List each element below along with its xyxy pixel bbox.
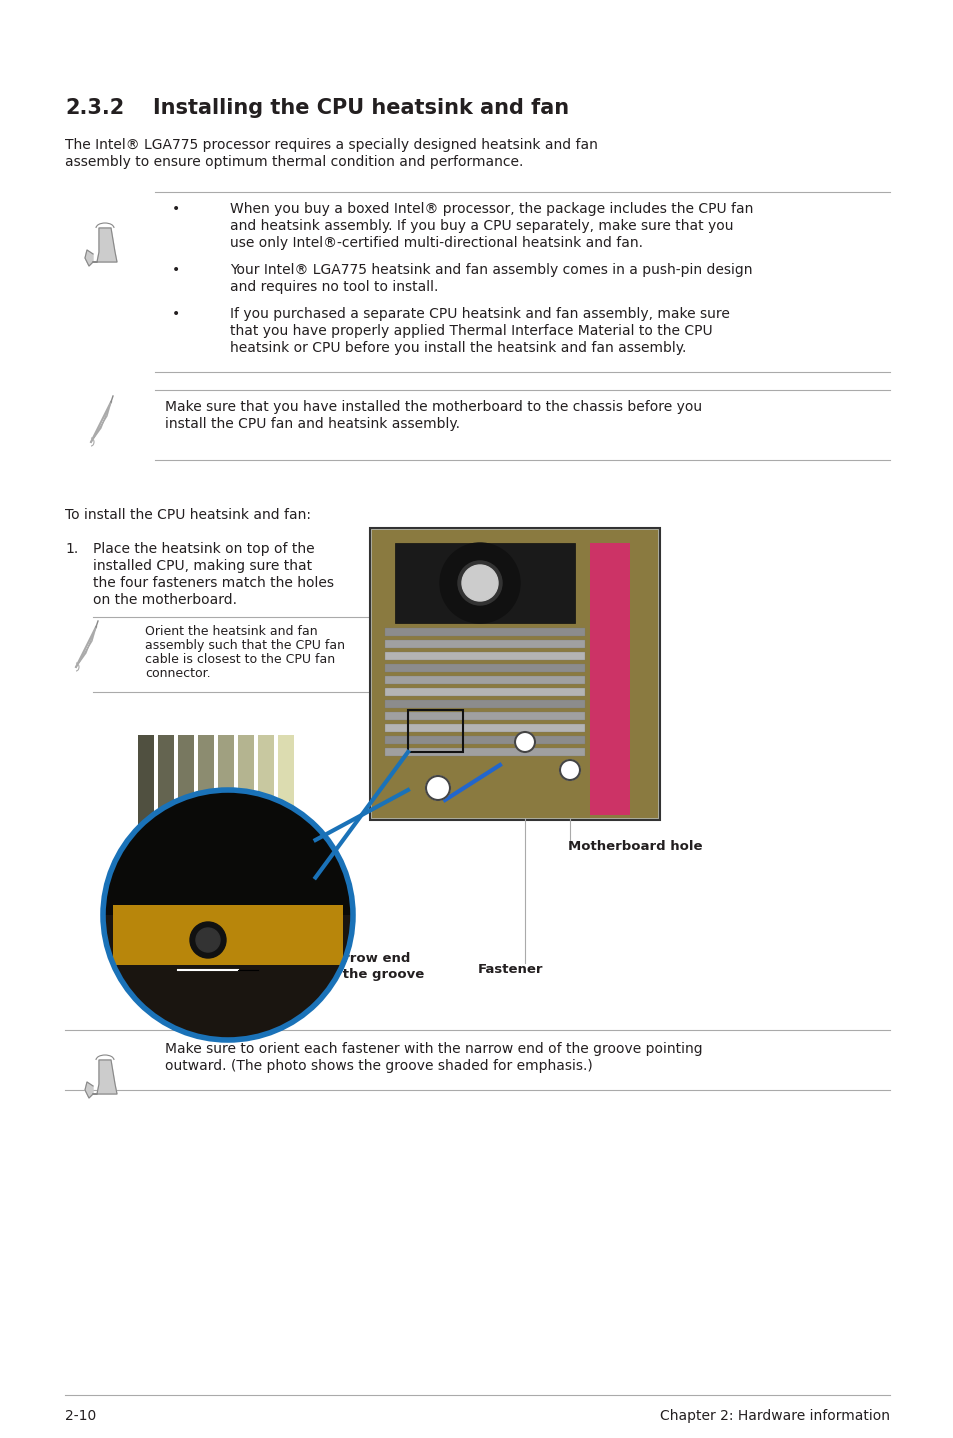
Circle shape xyxy=(195,928,220,952)
Wedge shape xyxy=(103,789,353,915)
Text: Installing the CPU heatsink and fan: Installing the CPU heatsink and fan xyxy=(152,98,569,118)
Circle shape xyxy=(190,922,226,958)
Polygon shape xyxy=(85,250,92,266)
Bar xyxy=(408,710,462,752)
Text: outward. (The photo shows the groove shaded for emphasis.): outward. (The photo shows the groove sha… xyxy=(165,1058,592,1073)
Polygon shape xyxy=(76,627,96,667)
Bar xyxy=(218,735,233,856)
Bar xyxy=(198,735,213,856)
Circle shape xyxy=(559,761,579,779)
Circle shape xyxy=(470,572,490,592)
Bar xyxy=(385,628,584,636)
Text: and heatsink assembly. If you buy a CPU separately, make sure that you: and heatsink assembly. If you buy a CPU … xyxy=(230,219,733,233)
Bar xyxy=(138,735,153,856)
Bar xyxy=(372,531,658,818)
Text: 2-10: 2-10 xyxy=(65,1409,96,1424)
Bar xyxy=(385,736,584,743)
Text: When you buy a boxed Intel® processor, the package includes the CPU fan: When you buy a boxed Intel® processor, t… xyxy=(230,201,753,216)
Text: that you have properly applied Thermal Interface Material to the CPU: that you have properly applied Thermal I… xyxy=(230,324,712,338)
Bar xyxy=(257,735,274,856)
Text: Fastener: Fastener xyxy=(477,963,543,976)
Text: •: • xyxy=(172,306,180,321)
Text: on the motherboard.: on the motherboard. xyxy=(92,592,236,607)
Polygon shape xyxy=(92,1060,117,1094)
Text: Your Intel® LGA775 heatsink and fan assembly comes in a push-pin design: Your Intel® LGA775 heatsink and fan asse… xyxy=(230,263,752,278)
Text: Place the heatsink on top of the: Place the heatsink on top of the xyxy=(92,542,314,557)
Bar xyxy=(589,544,629,815)
Polygon shape xyxy=(91,403,111,441)
Text: cable is closest to the CPU fan: cable is closest to the CPU fan xyxy=(145,653,335,666)
Circle shape xyxy=(439,544,519,623)
Text: 2.3.2: 2.3.2 xyxy=(65,98,124,118)
Text: connector.: connector. xyxy=(145,667,211,680)
Polygon shape xyxy=(85,1081,92,1099)
Bar xyxy=(178,735,193,856)
Text: of the groove: of the groove xyxy=(323,968,424,981)
Text: and requires no tool to install.: and requires no tool to install. xyxy=(230,280,438,293)
Bar xyxy=(385,676,584,684)
Text: The Intel® LGA775 processor requires a specially designed heatsink and fan: The Intel® LGA775 processor requires a s… xyxy=(65,138,598,152)
Bar xyxy=(158,735,173,856)
Bar xyxy=(385,712,584,720)
Bar xyxy=(395,544,575,623)
Bar xyxy=(237,735,253,856)
Text: Motherboard hole: Motherboard hole xyxy=(567,840,701,853)
Text: Narrow end: Narrow end xyxy=(323,952,410,965)
Bar xyxy=(385,687,584,696)
Text: •: • xyxy=(172,263,180,278)
Circle shape xyxy=(103,789,353,1040)
Bar xyxy=(277,735,294,856)
Circle shape xyxy=(426,777,450,800)
Circle shape xyxy=(515,732,535,752)
Bar xyxy=(385,651,584,660)
Text: Make sure that you have installed the motherboard to the chassis before you: Make sure that you have installed the mo… xyxy=(165,400,701,414)
Text: •: • xyxy=(172,201,180,216)
Bar xyxy=(112,905,343,965)
Bar xyxy=(385,748,584,756)
Text: 1.: 1. xyxy=(65,542,78,557)
Bar xyxy=(385,640,584,649)
Circle shape xyxy=(457,561,501,605)
Text: If you purchased a separate CPU heatsink and fan assembly, make sure: If you purchased a separate CPU heatsink… xyxy=(230,306,729,321)
Circle shape xyxy=(461,565,497,601)
Text: To install the CPU heatsink and fan:: To install the CPU heatsink and fan: xyxy=(65,508,311,522)
Text: heatsink or CPU before you install the heatsink and fan assembly.: heatsink or CPU before you install the h… xyxy=(230,341,685,355)
Text: install the CPU fan and heatsink assembly.: install the CPU fan and heatsink assembl… xyxy=(165,417,459,431)
Text: Make sure to orient each fastener with the narrow end of the groove pointing: Make sure to orient each fastener with t… xyxy=(165,1043,702,1055)
Text: assembly such that the CPU fan: assembly such that the CPU fan xyxy=(145,638,345,651)
Text: the four fasteners match the holes: the four fasteners match the holes xyxy=(92,577,334,590)
Bar xyxy=(385,723,584,732)
Text: assembly to ensure optimum thermal condition and performance.: assembly to ensure optimum thermal condi… xyxy=(65,155,523,170)
Polygon shape xyxy=(92,229,117,262)
Bar xyxy=(385,700,584,707)
Bar xyxy=(370,528,659,820)
Text: Orient the heatsink and fan: Orient the heatsink and fan xyxy=(145,626,317,638)
Text: Chapter 2: Hardware information: Chapter 2: Hardware information xyxy=(659,1409,889,1424)
Text: installed CPU, making sure that: installed CPU, making sure that xyxy=(92,559,312,572)
Text: use only Intel®-certified multi-directional heatsink and fan.: use only Intel®-certified multi-directio… xyxy=(230,236,642,250)
Bar xyxy=(385,664,584,672)
